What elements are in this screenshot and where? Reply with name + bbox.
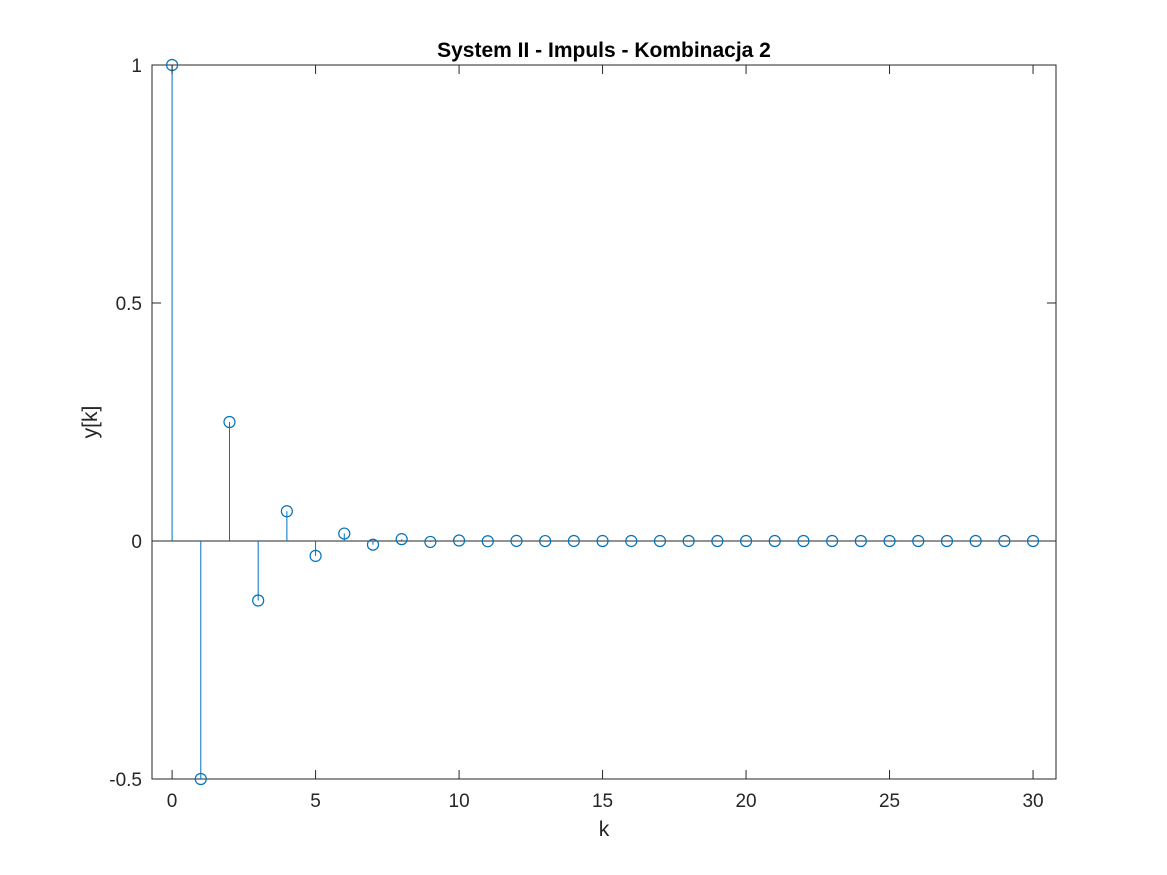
x-tick-label: 0 [167,791,178,812]
x-tick-label: 5 [310,791,321,812]
stem-marker [653,534,667,548]
stem-marker [940,534,954,548]
stem-marker [280,505,293,518]
stem-marker [481,535,494,548]
stem-marker [1026,534,1040,548]
stem-marker [711,534,724,548]
stem-marker [309,549,322,562]
stem-marker [883,534,896,548]
x-tick-label: 10 [449,791,470,812]
y-tick-label: 0.5 [116,294,142,315]
stem-marker [969,534,982,548]
stem-marker [452,534,466,547]
stem-marker [596,534,609,548]
stem-marker [768,534,781,548]
stem-marker [338,527,351,540]
stem-marker [252,594,265,607]
stem-marker [194,772,207,786]
stem-marker [539,534,552,548]
stem-marker [625,534,638,548]
stem-layer [171,65,833,779]
stem-marker [510,534,523,547]
stem-marker [567,534,580,548]
chart-title: System II - Impuls - Kombinacja 2 [437,39,771,62]
stem-marker [366,538,380,551]
stem-marker [912,534,925,548]
stem-marker [854,534,867,548]
y-tick-label: 0 [131,532,142,553]
stem-marker [424,535,437,549]
stem-marker [797,534,810,548]
stem-marker [395,533,408,546]
y-tick-label: 1 [131,56,142,77]
stem-marker [998,534,1011,548]
x-tick-label: 15 [592,791,613,812]
stem-marker [826,534,839,548]
y-axis: -0.5 0 0.5 1 [109,56,1056,791]
x-axis: 0 5 10 15 20 25 30 [167,65,1044,812]
x-tick-label: 20 [735,791,756,812]
x-tick-label: 25 [879,791,900,812]
stem-marker [682,534,695,548]
plot-area [151,64,1057,780]
y-axis-label: y[k] [79,406,102,439]
stem-marker [739,534,753,548]
stem-marker [223,415,236,429]
y-tick-label: -0.5 [109,770,142,791]
marker-layer [165,58,1040,786]
x-tick-label: 30 [1022,791,1043,812]
x-axis-label: k [599,818,610,841]
